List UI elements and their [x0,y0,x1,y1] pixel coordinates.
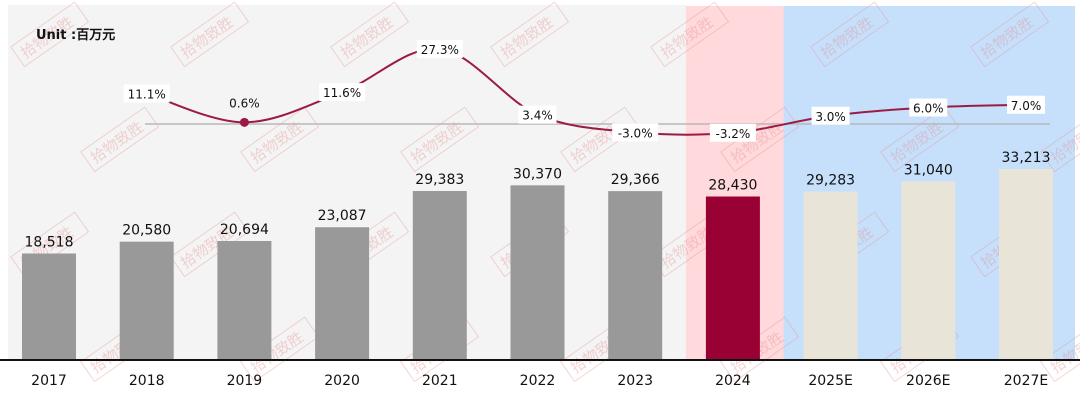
growth-label-2026E: 6.0% [913,102,944,116]
growth-label-bg-2022 [518,105,557,124]
growth-label-bg-2018 [123,84,170,103]
bar-2020 [315,227,370,360]
growth-label-bg-2025E [811,106,850,125]
bar-2027E [999,169,1053,360]
growth-label-2024: -3.2% [715,127,750,141]
bar-2018 [119,241,174,360]
growth-label-bg-2024 [709,123,756,142]
x-tick-2019: 2019 [227,373,263,389]
x-tick-2024: 2024 [715,373,751,389]
growth-label-bg-2020 [319,83,366,102]
growth-point-2019 [239,117,249,127]
bar-label-2024: 28,430 [708,178,757,194]
x-tick-2022: 2022 [520,373,556,389]
bar-2026E [901,181,956,360]
unit-label: Unit :百万元 [36,28,116,43]
x-tick-2023: 2023 [617,373,653,389]
x-tick-2027E: 2027E [1004,373,1048,389]
bar-label-2021: 29,383 [415,172,464,188]
growth-label-bg-2023 [612,123,659,142]
bar-label-2026E: 31,040 [904,162,953,178]
x-tick-2018: 2018 [129,373,165,389]
bar-label-2017: 18,518 [25,235,74,251]
growth-label-2023: -3.0% [618,126,653,140]
x-tick-2025E: 2025E [808,373,852,389]
bar-label-2023: 29,366 [611,172,660,188]
growth-label-2022: 3.4% [522,109,553,123]
bar-label-2022: 30,370 [513,166,562,182]
bar-label-2019: 20,694 [220,222,269,238]
bar-label-2020: 23,087 [318,208,367,224]
growth-label-2021: 27.3% [421,43,459,57]
x-tick-2017: 2017 [31,373,67,389]
growth-label-bg-2026E [909,98,948,117]
growth-label-2019: 0.6% [229,96,260,110]
growth-line [146,47,1027,136]
growth-label-2020: 11.6% [323,86,361,100]
growth-label-2027E: 7.0% [1011,99,1042,113]
growth-label-bg-2021 [416,39,463,58]
bar-2022 [510,185,565,360]
bar-2017 [22,253,76,360]
bar-2025E [803,191,858,360]
x-tick-2021: 2021 [422,373,458,389]
growth-label-2025E: 3.0% [815,110,846,124]
bar-label-2027E: 33,213 [1002,150,1051,166]
x-tick-2026E: 2026E [906,373,950,389]
bar-2019 [217,240,272,360]
bar-label-2025E: 29,283 [806,173,855,189]
bar-2023 [608,191,663,360]
growth-label-2018: 11.1% [128,87,166,101]
bar-2024 [705,196,760,360]
x-tick-2020: 2020 [324,373,360,389]
growth-label-bg-2027E [1007,95,1045,114]
bar-label-2018: 20,580 [122,223,171,239]
bar-2021 [412,191,467,360]
